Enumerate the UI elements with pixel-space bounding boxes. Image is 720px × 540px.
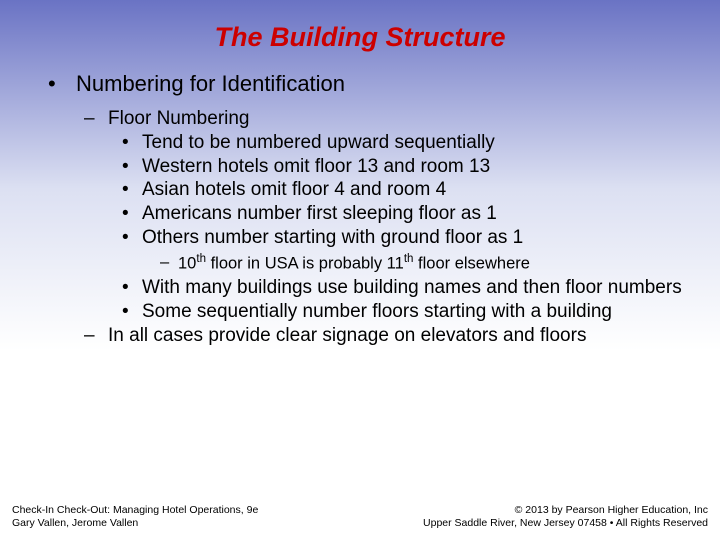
bullet-dot-icon: • [122,226,142,250]
footer-right: © 2013 by Pearson Higher Education, Inc … [423,504,708,530]
footer-copyright: © 2013 by Pearson Higher Education, Inc [423,504,708,517]
slide-footer: Check-In Check-Out: Managing Hotel Opera… [0,496,720,540]
bullet-text: Others number starting with ground floor… [142,226,523,250]
bullet-l4: – 10th floor in USA is probably 11th flo… [48,252,690,275]
bullet-l3: • With many buildings use building names… [48,276,690,300]
bullet-dot-icon: • [122,178,142,202]
text-fragment: floor elsewhere [413,254,529,272]
bullet-dot-icon: • [122,300,142,324]
text-fragment: 10 [178,254,196,272]
bullet-text: With many buildings use building names a… [142,276,682,300]
bullet-l3: • Western hotels omit floor 13 and room … [48,155,690,179]
bullet-text: Asian hotels omit floor 4 and room 4 [142,178,446,202]
bullet-text: Some sequentially number floors starting… [142,300,612,324]
bullet-dot-icon: • [122,202,142,226]
bullet-dash-icon: – [84,324,108,348]
bullet-text: Tend to be numbered upward sequentially [142,131,495,155]
bullet-text: In all cases provide clear signage on el… [108,324,586,348]
bullet-l2: – Floor Numbering [48,107,690,131]
bullet-l2: – In all cases provide clear signage on … [48,324,690,348]
bullet-dot-icon: • [48,71,76,97]
footer-book-title: Check-In Check-Out: Managing Hotel Opera… [12,504,258,517]
bullet-l3: • Asian hotels omit floor 4 and room 4 [48,178,690,202]
ordinal-suffix: th [404,253,414,265]
bullet-l3: • Americans number first sleeping floor … [48,202,690,226]
footer-authors: Gary Vallen, Jerome Vallen [12,517,258,530]
bullet-l3: • Some sequentially number floors starti… [48,300,690,324]
bullet-l3: • Others number starting with ground flo… [48,226,690,250]
bullet-l1: • Numbering for Identification [48,71,690,97]
bullet-text: Numbering for Identification [76,71,345,97]
bullet-text: 10th floor in USA is probably 11th floor… [178,252,530,275]
ordinal-suffix: th [196,253,206,265]
slide-title: The Building Structure [0,0,720,71]
footer-address: Upper Saddle River, New Jersey 07458 • A… [423,517,708,530]
bullet-text: Western hotels omit floor 13 and room 13 [142,155,490,179]
bullet-dash-icon: – [160,252,178,275]
bullet-text: Americans number first sleeping floor as… [142,202,497,226]
text-fragment: floor in USA is probably 11 [206,254,404,272]
bullet-dash-icon: – [84,107,108,131]
bullet-l3: • Tend to be numbered upward sequentiall… [48,131,690,155]
bullet-dot-icon: • [122,131,142,155]
slide-content: • Numbering for Identification – Floor N… [0,71,720,348]
bullet-dot-icon: • [122,155,142,179]
bullet-dot-icon: • [122,276,142,300]
bullet-text: Floor Numbering [108,107,250,131]
footer-left: Check-In Check-Out: Managing Hotel Opera… [12,504,258,530]
